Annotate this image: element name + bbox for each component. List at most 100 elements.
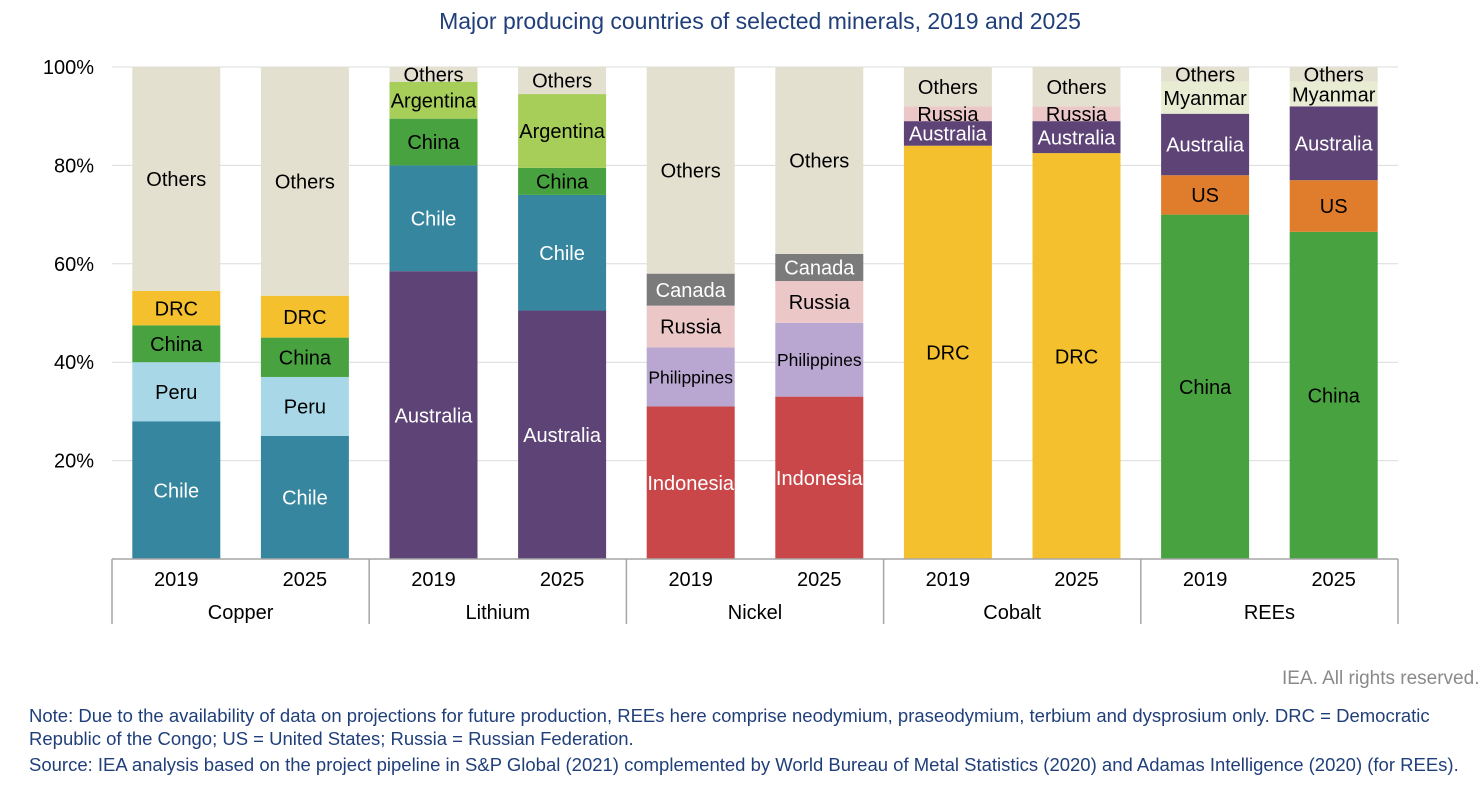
- bar-rees-2025-china: [1289, 231, 1378, 559]
- stacked-bar-chart: 20% 40% 60% 80% 100% Chile Peru China DRC Others 2…: [43, 57, 1399, 624]
- segment-label-australia: Australia: [1166, 135, 1245, 157]
- segment-label-russia: Russia: [917, 104, 979, 126]
- x-tick-label-year: 2019: [154, 569, 199, 591]
- y-tick-label: 40%: [54, 352, 94, 374]
- segment-label-chile: Chile: [539, 243, 585, 265]
- bar-rees-2025-others: [1289, 67, 1378, 82]
- bar-lithium-2019-argentina: [389, 81, 478, 119]
- segment-label-australia: Australia: [523, 425, 602, 447]
- x-tick-label-year: 2025: [283, 569, 328, 591]
- segment-label-philippines: Philippines: [648, 367, 733, 387]
- bar-copper-2025-others: [260, 67, 349, 296]
- segment-label-others: Others: [789, 151, 849, 173]
- bar-cobalt-2019-russia: [903, 106, 992, 122]
- segment-label-drc: DRC: [926, 343, 969, 365]
- segment-label-australia: Australia: [395, 405, 474, 427]
- segment-label-myanmar: Myanmar: [1163, 88, 1247, 110]
- x-tick-label-year: 2019: [926, 569, 971, 591]
- x-group-label-copper: Copper: [208, 602, 274, 624]
- bar-nickel-2019-philippines: [646, 347, 735, 407]
- bar-copper-2019-drc: [132, 290, 221, 326]
- x-tick-label-year: 2019: [411, 569, 456, 591]
- bar-nickel-2025-russia: [775, 281, 864, 323]
- segment-label-drc: DRC: [283, 307, 326, 329]
- segment-label-others: Others: [403, 65, 463, 87]
- bar-copper-2025-china: [260, 337, 349, 377]
- segment-label-peru: Peru: [155, 382, 197, 404]
- bar-lithium-2025-chile: [518, 194, 607, 311]
- segment-label-canada: Canada: [784, 258, 855, 280]
- bar-cobalt-2025-others: [1032, 67, 1121, 107]
- bar-rees-2019-us: [1161, 175, 1250, 215]
- segment-label-australia: Australia: [909, 124, 988, 146]
- bar-cobalt-2025-drc: [1032, 153, 1121, 559]
- bar-rees-2019-myanmar: [1161, 81, 1250, 114]
- bar-copper-2019-peru: [132, 362, 221, 422]
- bar-lithium-2019-china: [389, 118, 478, 166]
- segment-label-australia: Australia: [1295, 133, 1374, 155]
- segment-label-china: China: [279, 347, 332, 369]
- copyright-credit: IEA. All rights reserved.: [1282, 668, 1480, 689]
- y-tick-label: 60%: [54, 254, 94, 276]
- bar-nickel-2025-canada: [775, 253, 864, 282]
- segment-label-chile: Chile: [282, 488, 328, 510]
- x-tick-label-year: 2025: [540, 569, 585, 591]
- x-group-label-lithium: Lithium: [466, 602, 530, 624]
- bar-rees-2025-myanmar: [1289, 81, 1378, 107]
- x-group-label-cobalt: Cobalt: [983, 602, 1041, 624]
- bar-rees-2025-australia: [1289, 106, 1378, 181]
- chart-note: Note: Due to the availability of data on…: [29, 705, 1430, 749]
- bar-copper-2025-peru: [260, 376, 349, 436]
- bar-nickel-2025-indonesia: [775, 396, 864, 559]
- segment-label-us: US: [1191, 185, 1219, 207]
- bar-cobalt-2019-others: [903, 67, 992, 107]
- segment-label-drc: DRC: [1055, 346, 1098, 368]
- segment-label-philippines: Philippines: [777, 350, 862, 370]
- x-group-label-rees: REEs: [1244, 602, 1295, 624]
- y-tick-label: 100%: [43, 57, 94, 79]
- bar-nickel-2019-indonesia: [646, 406, 735, 559]
- segment-label-china: China: [150, 334, 203, 356]
- segment-label-chile: Chile: [154, 480, 200, 502]
- segment-label-others: Others: [1046, 77, 1106, 99]
- bar-lithium-2025-others: [518, 67, 607, 95]
- x-tick-label-year: 2025: [1054, 569, 1099, 591]
- segment-label-argentina: Argentina: [519, 121, 605, 143]
- segment-label-china: China: [1179, 377, 1232, 399]
- segment-label-australia: Australia: [1038, 127, 1117, 149]
- bar-nickel-2019-russia: [646, 305, 735, 348]
- segment-label-canada: Canada: [656, 280, 727, 302]
- segment-label-china: China: [407, 132, 460, 154]
- bar-cobalt-2025-russia: [1032, 106, 1121, 122]
- segment-label-us: US: [1320, 196, 1348, 218]
- bar-cobalt-2025-australia: [1032, 121, 1121, 154]
- bar-copper-2019-china: [132, 325, 221, 363]
- bar-lithium-2025-argentina: [518, 94, 607, 168]
- y-tick-label: 20%: [54, 451, 94, 473]
- segment-label-chile: Chile: [411, 208, 457, 230]
- x-tick-label-year: 2019: [668, 569, 713, 591]
- bar-lithium-2019-australia: [389, 271, 478, 559]
- bar-cobalt-2019-australia: [903, 121, 992, 146]
- segment-label-china: China: [1308, 386, 1361, 408]
- bar-lithium-2025-australia: [518, 310, 607, 559]
- bar-copper-2025-chile: [260, 436, 349, 559]
- y-tick-label: 80%: [54, 155, 94, 177]
- segment-label-others: Others: [661, 161, 721, 183]
- segment-label-others: Others: [275, 172, 335, 194]
- segment-label-peru: Peru: [284, 397, 326, 419]
- bar-nickel-2025-others: [775, 67, 864, 254]
- segment-label-others: Others: [146, 169, 206, 191]
- bar-nickel-2019-canada: [646, 273, 735, 306]
- segment-label-others: Others: [1175, 65, 1235, 87]
- bar-copper-2025-drc: [260, 295, 349, 338]
- x-group-label-nickel: Nickel: [728, 602, 782, 624]
- segment-label-others: Others: [532, 71, 592, 93]
- segment-label-indonesia: Indonesia: [776, 468, 864, 490]
- bar-lithium-2025-china: [518, 167, 607, 195]
- bar-nickel-2025-philippines: [775, 322, 864, 397]
- x-tick-label-year: 2019: [1183, 569, 1228, 591]
- segment-label-drc: DRC: [155, 298, 198, 320]
- x-tick-label-year: 2025: [1311, 569, 1356, 591]
- bar-lithium-2019-chile: [389, 165, 478, 272]
